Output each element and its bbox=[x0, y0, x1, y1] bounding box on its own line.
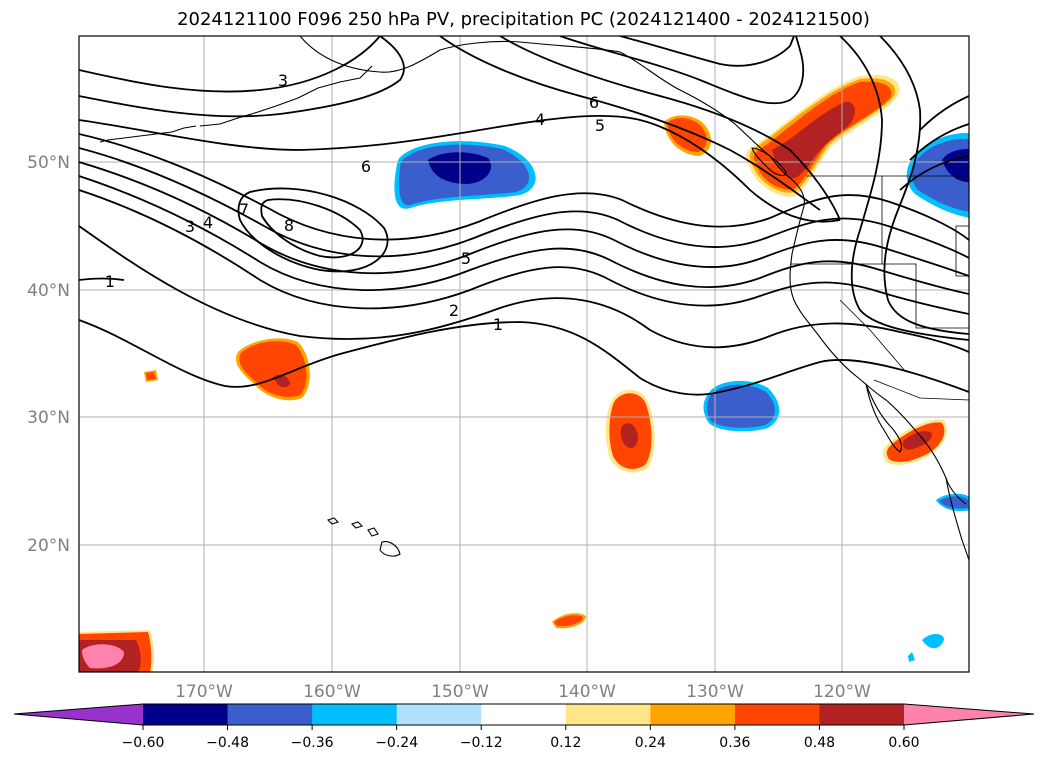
contour-label: 5 bbox=[595, 116, 605, 135]
lon-label: 130°W bbox=[686, 682, 744, 702]
lon-label: 170°W bbox=[175, 682, 233, 702]
colorbar-tick-label: 0.36 bbox=[719, 735, 750, 751]
colorbar-tick-label: −0.60 bbox=[122, 735, 165, 751]
map-title: 2024121100 F096 250 hPa PV, precipitatio… bbox=[177, 9, 870, 30]
contour-label: 2 bbox=[449, 301, 459, 320]
contour-label: 7 bbox=[239, 200, 249, 219]
colorbar-cell bbox=[650, 704, 736, 725]
lon-label: 140°W bbox=[558, 682, 616, 702]
lon-label: 120°W bbox=[813, 682, 871, 702]
precipitation-shading bbox=[79, 74, 969, 672]
colorbar-tick-label: 0.24 bbox=[635, 735, 666, 751]
colorbar-tick-label: −0.12 bbox=[460, 735, 503, 751]
colorbar-cell bbox=[481, 704, 567, 725]
colorbar-cell bbox=[565, 704, 651, 725]
colorbar: −0.60 −0.48 −0.36 −0.24 −0.12 0.12 0.24 0.36 0.4… bbox=[13, 703, 1035, 751]
contour-label: 1 bbox=[493, 315, 503, 334]
colorbar-cell bbox=[227, 704, 313, 725]
colorbar-tick-label: −0.36 bbox=[291, 735, 334, 751]
pv-contour-labels: 3 6 4 5 6 3 4 7 8 5 2 1 1 bbox=[105, 71, 605, 334]
contour-label: 8 bbox=[284, 216, 294, 235]
pv-contour-2 bbox=[79, 225, 969, 353]
colorbar-cell bbox=[734, 704, 820, 725]
lon-label: 160°W bbox=[303, 682, 361, 702]
colorbar-extend-left bbox=[14, 704, 143, 725]
colorbar-tick-label: −0.24 bbox=[375, 735, 418, 751]
map-frame bbox=[78, 35, 970, 673]
colorbar-cell bbox=[819, 704, 905, 725]
pv-contour-8 bbox=[260, 198, 364, 259]
latitude-labels: 50°N 40°N 30°N 20°N bbox=[27, 153, 70, 556]
contour-label: 6 bbox=[361, 157, 371, 176]
contour-label: 4 bbox=[535, 110, 545, 129]
colorbar-tick-label: −0.48 bbox=[206, 735, 249, 751]
longitude-labels: 170°W 160°W 150°W 140°W 130°W 120°W bbox=[175, 682, 871, 702]
lat-label: 50°N bbox=[27, 153, 70, 173]
lat-label: 20°N bbox=[27, 536, 70, 556]
colorbar-extend-right bbox=[904, 704, 1034, 725]
colorbar-tick-label: 0.12 bbox=[550, 735, 581, 751]
contour-label: 6 bbox=[589, 93, 599, 112]
map-area bbox=[79, 36, 969, 672]
graticule bbox=[79, 36, 969, 672]
contour-label: 3 bbox=[278, 71, 288, 90]
pv-contour-1 bbox=[79, 319, 969, 396]
colorbar-tick-label: 0.60 bbox=[888, 735, 919, 751]
contour-label: 4 bbox=[203, 213, 213, 232]
colorbar-tick-label: 0.48 bbox=[804, 735, 835, 751]
lon-label: 150°W bbox=[431, 682, 489, 702]
colorbar-cell bbox=[143, 704, 229, 725]
colorbar-cell bbox=[312, 704, 398, 725]
colorbar-cell bbox=[396, 704, 482, 725]
contour-label: 5 bbox=[461, 249, 471, 268]
lat-label: 30°N bbox=[27, 408, 70, 428]
lat-label: 40°N bbox=[27, 281, 70, 301]
contour-label: 3 bbox=[185, 217, 195, 236]
contour-label: 1 bbox=[105, 272, 115, 291]
pv-contours bbox=[79, 36, 969, 396]
